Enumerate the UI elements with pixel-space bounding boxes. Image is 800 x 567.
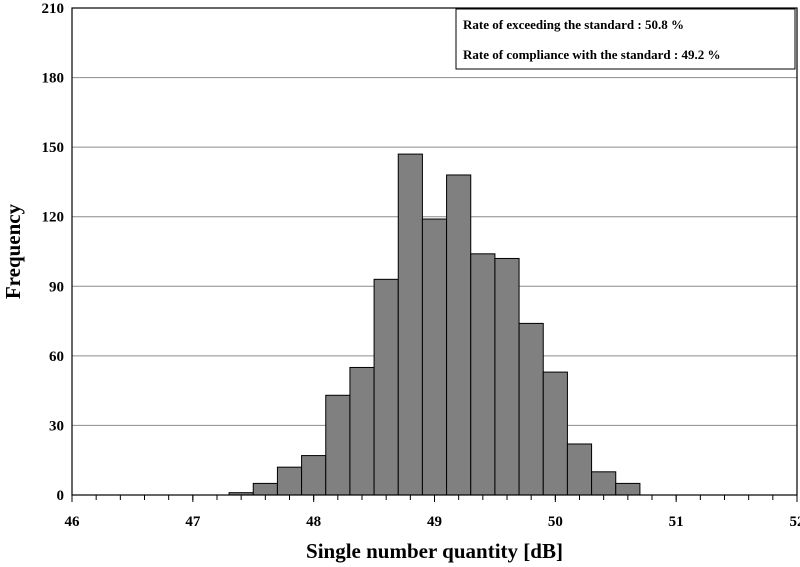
histogram-bar <box>325 394 351 496</box>
x-tick-label: 46 <box>65 514 81 530</box>
histogram-bar <box>276 466 303 496</box>
histogram-bar <box>446 174 472 496</box>
y-tick-label: 150 <box>42 140 65 156</box>
histogram-bar <box>301 455 327 496</box>
x-axis-ticks: 46 47 48 49 50 51 52 <box>65 495 800 530</box>
x-axis-title: Single number quantity [dB] <box>306 539 563 563</box>
y-tick-label: 0 <box>57 488 65 504</box>
stats-annotation-box: Rate of exceeding the standard : 50.8 % … <box>455 8 796 70</box>
y-axis-title: Frequency <box>1 203 25 299</box>
x-tick-label: 50 <box>548 514 563 530</box>
exceed-rate-text: Rate of exceeding the standard : 50.8 % <box>463 17 684 32</box>
histogram-bar <box>349 366 375 496</box>
x-tick-label: 48 <box>306 514 321 530</box>
y-tick-label: 90 <box>49 279 64 295</box>
x-tick-label: 51 <box>669 514 684 530</box>
x-tick-label: 52 <box>790 514 800 530</box>
histogram-bar <box>397 153 423 496</box>
histogram-bar <box>615 482 641 496</box>
y-tick-label: 120 <box>42 210 65 226</box>
x-tick-label: 47 <box>185 514 201 530</box>
histogram-bar <box>252 482 278 496</box>
histogram-bar <box>373 278 399 496</box>
histogram-bar <box>591 471 617 496</box>
histogram-bar <box>494 257 520 496</box>
y-tick-label: 210 <box>42 1 65 17</box>
histogram-bar <box>470 253 496 496</box>
histogram-bar <box>542 371 568 496</box>
histogram-bar <box>566 443 593 496</box>
histogram-bar <box>518 322 544 496</box>
compliance-rate-text: Rate of compliance with the standard : 4… <box>463 47 720 62</box>
y-axis-ticks: 0 30 60 90 120 150 180 210 <box>42 1 65 504</box>
histogram-bars <box>228 153 641 496</box>
y-tick-label: 180 <box>42 71 65 87</box>
histogram-bar <box>421 218 448 496</box>
y-tick-label: 30 <box>49 418 64 434</box>
y-tick-label: 60 <box>49 349 64 365</box>
x-tick-label: 49 <box>427 514 442 530</box>
